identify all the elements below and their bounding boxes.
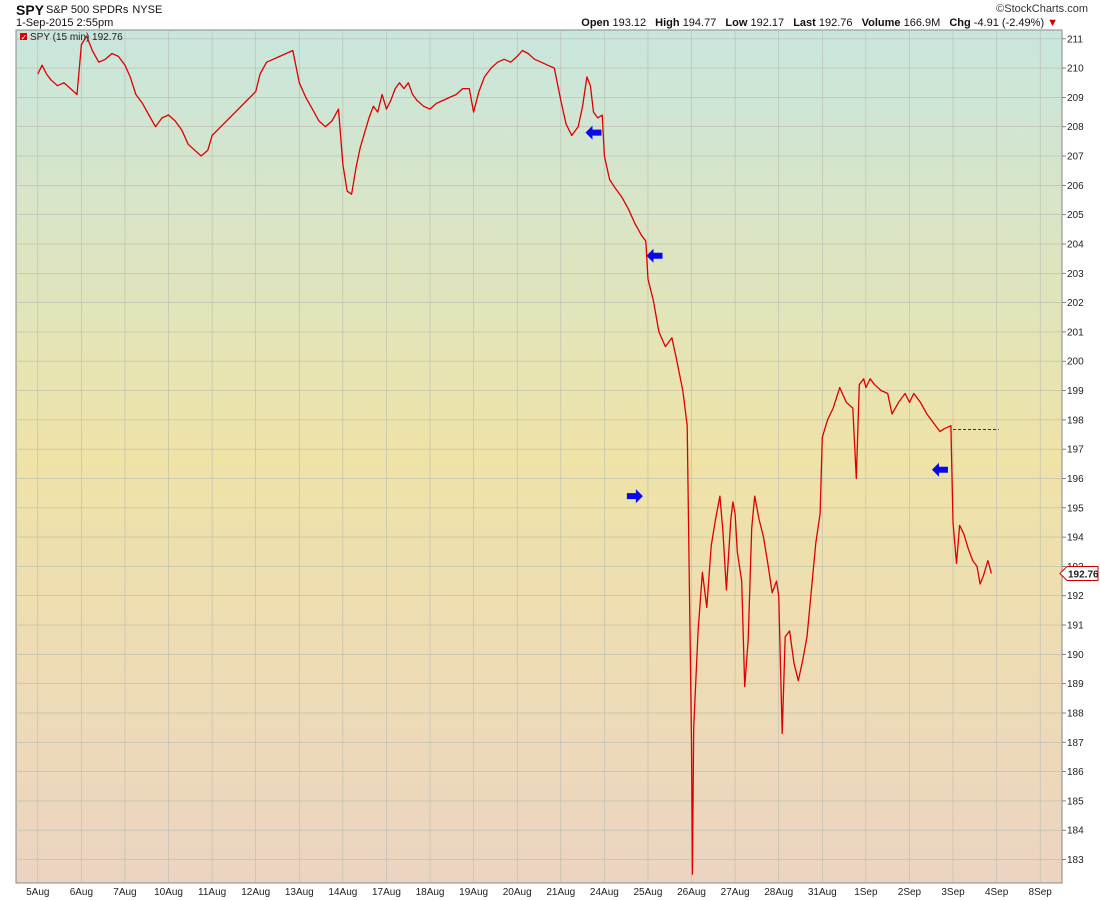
x-tick-label: 11Aug bbox=[198, 887, 226, 898]
x-tick-label: 2Sep bbox=[898, 887, 922, 898]
legend: ✓ SPY (15 min) 192.76 bbox=[20, 32, 123, 43]
last-label: Last bbox=[793, 17, 816, 29]
y-tick-label: 187 bbox=[1067, 738, 1084, 749]
high-value: 194.77 bbox=[682, 17, 717, 29]
security-full-name: S&P 500 SPDRs bbox=[46, 4, 129, 16]
last-value: 192.76 bbox=[818, 17, 853, 29]
y-tick-label: 211 bbox=[1067, 34, 1083, 45]
x-tick-label: 31Aug bbox=[808, 887, 837, 898]
quote-stats: Open 193.12 High 194.77 Low 192.17 Last … bbox=[575, 17, 1058, 29]
y-tick-label: 199 bbox=[1067, 386, 1084, 397]
y-tick-label: 207 bbox=[1067, 152, 1084, 163]
series-line-spy bbox=[37, 35, 993, 875]
y-tick-label: 197 bbox=[1067, 445, 1084, 456]
y-tick-label: 195 bbox=[1067, 503, 1084, 514]
open-label: Open bbox=[581, 17, 610, 29]
x-tick-label: 4Sep bbox=[985, 887, 1009, 898]
grid-lines bbox=[16, 30, 1066, 883]
y-tick-label: 196 bbox=[1067, 474, 1084, 485]
x-tick-label: 3Sep bbox=[941, 887, 965, 898]
legend-text: SPY (15 min) 192.76 bbox=[30, 32, 123, 43]
x-tick-label: 21Aug bbox=[546, 887, 575, 898]
legend-check-icon: ✓ bbox=[21, 33, 28, 42]
y-tick-label: 190 bbox=[1067, 650, 1084, 661]
x-tick-label: 13Aug bbox=[285, 887, 314, 898]
y-tick-label: 184 bbox=[1067, 826, 1084, 837]
open-value: 193.12 bbox=[612, 17, 647, 29]
x-axis-labels: 5Aug 6Aug 7Aug 10Aug 11Aug 12Aug 13Aug 14Aug 17A… bbox=[26, 887, 1052, 898]
security-name: S&P 500 SPDRs NYSE bbox=[46, 4, 162, 16]
x-tick-label: 18Aug bbox=[416, 887, 445, 898]
legend-box bbox=[20, 33, 27, 40]
high-label: High bbox=[655, 17, 680, 29]
y-tick-label: 200 bbox=[1067, 357, 1084, 368]
y-tick-label: 188 bbox=[1067, 708, 1084, 719]
x-tick-label: 10Aug bbox=[154, 887, 183, 898]
x-tick-label: 17Aug bbox=[372, 887, 401, 898]
change-value: -4.91 (-2.49%) bbox=[973, 17, 1045, 29]
ticker-symbol: SPY bbox=[16, 2, 45, 18]
x-tick-label: 26Aug bbox=[677, 887, 706, 898]
low-value: 192.17 bbox=[750, 17, 785, 29]
x-tick-label: 8Sep bbox=[1029, 887, 1053, 898]
x-tick-label: 14Aug bbox=[328, 887, 357, 898]
x-tick-label: 25Aug bbox=[633, 887, 662, 898]
y-tick-label: 186 bbox=[1067, 767, 1084, 778]
chart-datetime: 1-Sep-2015 2:55pm bbox=[16, 17, 114, 29]
chart-header: SPY S&P 500 SPDRs NYSE 1-Sep-2015 2:55pm … bbox=[0, 0, 1100, 30]
y-tick-label: 194 bbox=[1067, 533, 1084, 544]
y-tick-label: 192 bbox=[1067, 591, 1084, 602]
x-tick-label: 24Aug bbox=[590, 887, 619, 898]
x-tick-label: 19Aug bbox=[459, 887, 488, 898]
arrow-left-icon bbox=[646, 248, 663, 263]
y-tick-label: 185 bbox=[1067, 796, 1084, 807]
last-price-tag: 192.76 bbox=[1059, 565, 1099, 581]
annotation-arrows bbox=[585, 125, 948, 504]
low-label: Low bbox=[725, 17, 748, 29]
last-price-tag-shape bbox=[1059, 565, 1099, 581]
arrow-left-icon bbox=[585, 125, 602, 140]
arrow-left-icon bbox=[931, 462, 948, 477]
y-tick-label: 189 bbox=[1067, 679, 1084, 690]
x-tick-label: 20Aug bbox=[503, 887, 532, 898]
y-tick-label: 205 bbox=[1067, 210, 1084, 221]
y-tick-label: 201 bbox=[1067, 327, 1084, 338]
y-tick-label: 202 bbox=[1067, 298, 1084, 309]
y-tick-label: 208 bbox=[1067, 122, 1084, 133]
down-triangle-icon: ▼ bbox=[1047, 17, 1058, 29]
y-axis-labels: 1831841851861871881891901911921931941951… bbox=[1067, 34, 1084, 866]
x-tick-label: 6Aug bbox=[70, 887, 93, 898]
y-tick-label: 191 bbox=[1067, 621, 1084, 632]
volume-value: 166.9M bbox=[903, 17, 941, 29]
x-tick-label: 28Aug bbox=[764, 887, 793, 898]
x-tick-label: 12Aug bbox=[241, 887, 270, 898]
change-label: Chg bbox=[949, 17, 971, 29]
y-tick-label: 203 bbox=[1067, 269, 1084, 280]
exchange-label: NYSE bbox=[132, 4, 163, 16]
last-price-tag-text: 192.76 bbox=[1068, 569, 1099, 580]
y-tick-label: 206 bbox=[1067, 181, 1084, 192]
y-tick-label: 210 bbox=[1067, 64, 1084, 75]
plot-area bbox=[15, 29, 1063, 884]
y-tick-label: 198 bbox=[1067, 415, 1084, 426]
x-tick-label: 7Aug bbox=[113, 887, 136, 898]
y-tick-label: 209 bbox=[1067, 93, 1084, 104]
y-tick-label: 204 bbox=[1067, 239, 1084, 250]
x-tick-label: 27Aug bbox=[721, 887, 750, 898]
stockcharts-credit[interactable]: ©StockCharts.com bbox=[996, 3, 1088, 15]
arrow-right-icon bbox=[626, 489, 643, 504]
volume-label: Volume bbox=[861, 17, 901, 29]
x-tick-label: 1Sep bbox=[854, 887, 878, 898]
x-tick-label: 5Aug bbox=[26, 887, 49, 898]
y-tick-label: 183 bbox=[1067, 855, 1084, 866]
